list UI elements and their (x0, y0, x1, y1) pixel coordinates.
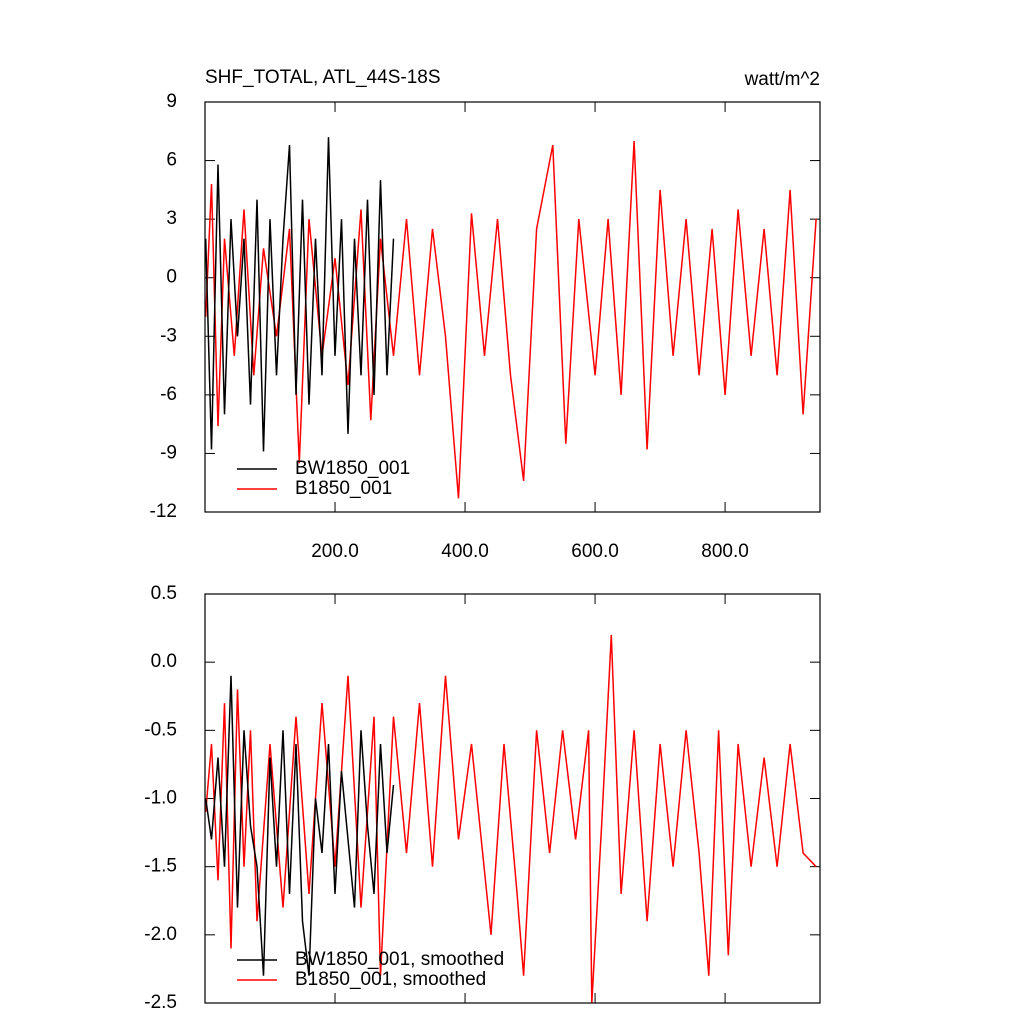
y-tick-label: 6 (166, 150, 177, 171)
legend-label: B1850_001, smoothed (295, 969, 486, 990)
legend-label: BW1850_001 (295, 458, 410, 479)
y-tick-label: -0.5 (144, 719, 177, 740)
x-tick-label: 800.0 (701, 541, 749, 562)
x-tick-label: 200.0 (311, 541, 359, 562)
y-tick-label: 0.0 (151, 651, 177, 672)
y-tick-label: 3 (166, 208, 177, 229)
y-tick-label: 9 (166, 91, 177, 112)
chart-title: SHF_TOTAL, ATL_44S-18S (205, 67, 441, 88)
x-tick-label: 600.0 (571, 541, 619, 562)
series-line (204, 675, 395, 976)
y-tick-label: -2.0 (144, 924, 177, 945)
y-tick-label: -2.5 (144, 992, 177, 1013)
x-tick-label: 400.0 (441, 541, 489, 562)
y-tick-label: -3 (160, 325, 177, 346)
plot-frame (204, 593, 821, 1004)
series-line (204, 140, 817, 499)
y-tick-label: -9 (160, 442, 177, 463)
plot-frame (204, 101, 821, 513)
series-line (204, 137, 395, 452)
legend-label: B1850_001 (295, 478, 392, 499)
y-tick-label: -1.0 (144, 788, 177, 809)
series-line (204, 634, 817, 1004)
y-tick-label: -12 (150, 501, 177, 522)
units-label: watt/m^2 (744, 69, 820, 90)
y-tick-label: 0 (166, 267, 177, 288)
y-tick-label: -1.5 (144, 856, 177, 877)
y-tick-label: 0.5 (151, 583, 177, 604)
legend-label: BW1850_001, smoothed (295, 949, 504, 970)
y-tick-label: -6 (160, 384, 177, 405)
